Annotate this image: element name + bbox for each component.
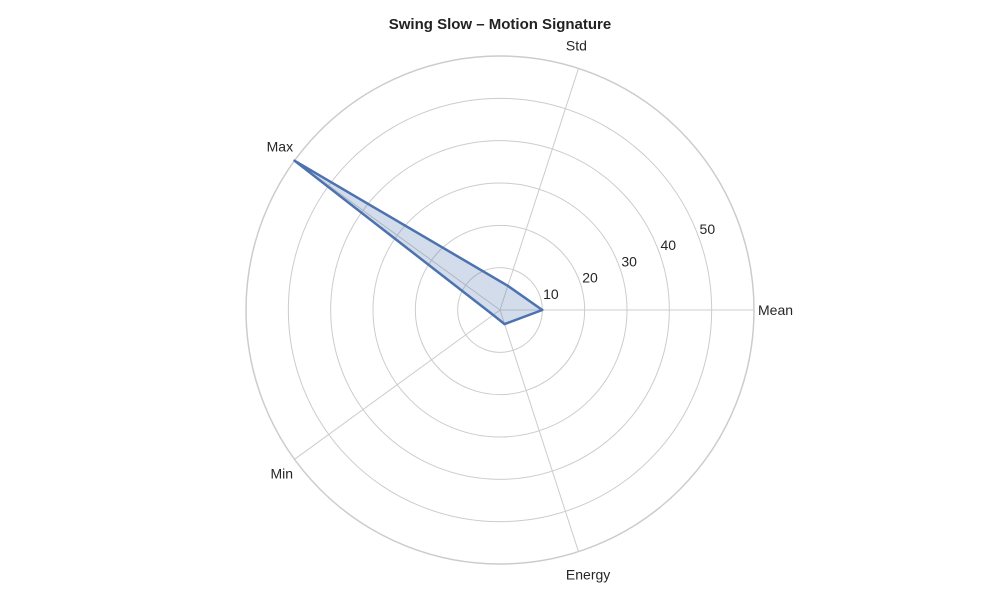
radial-tick-label: 40 bbox=[660, 237, 676, 253]
axis-label-mean: Mean bbox=[758, 302, 793, 318]
axis-label-energy: Energy bbox=[566, 566, 610, 582]
radial-tick-label: 30 bbox=[621, 253, 637, 269]
radial-tick-label: 50 bbox=[700, 221, 716, 237]
chart-title: Swing Slow – Motion Signature bbox=[388, 16, 612, 33]
spoke-line bbox=[294, 160, 501, 311]
spoke-line bbox=[294, 309, 501, 460]
series-layer bbox=[293, 159, 544, 326]
series-polygon bbox=[293, 159, 544, 326]
axis-label-std: Std bbox=[566, 38, 587, 54]
axis-label-min: Min bbox=[271, 465, 294, 481]
grid-layer bbox=[245, 55, 755, 565]
radial-tick-label: 10 bbox=[543, 286, 559, 302]
spoke-line bbox=[499, 309, 579, 552]
radial-tick-label: 20 bbox=[582, 270, 598, 286]
axis-label-max: Max bbox=[267, 139, 293, 155]
label-layer: 10 20 30 40 50 Mean Std Max Min Energy bbox=[267, 38, 793, 583]
spoke-line bbox=[499, 68, 579, 311]
